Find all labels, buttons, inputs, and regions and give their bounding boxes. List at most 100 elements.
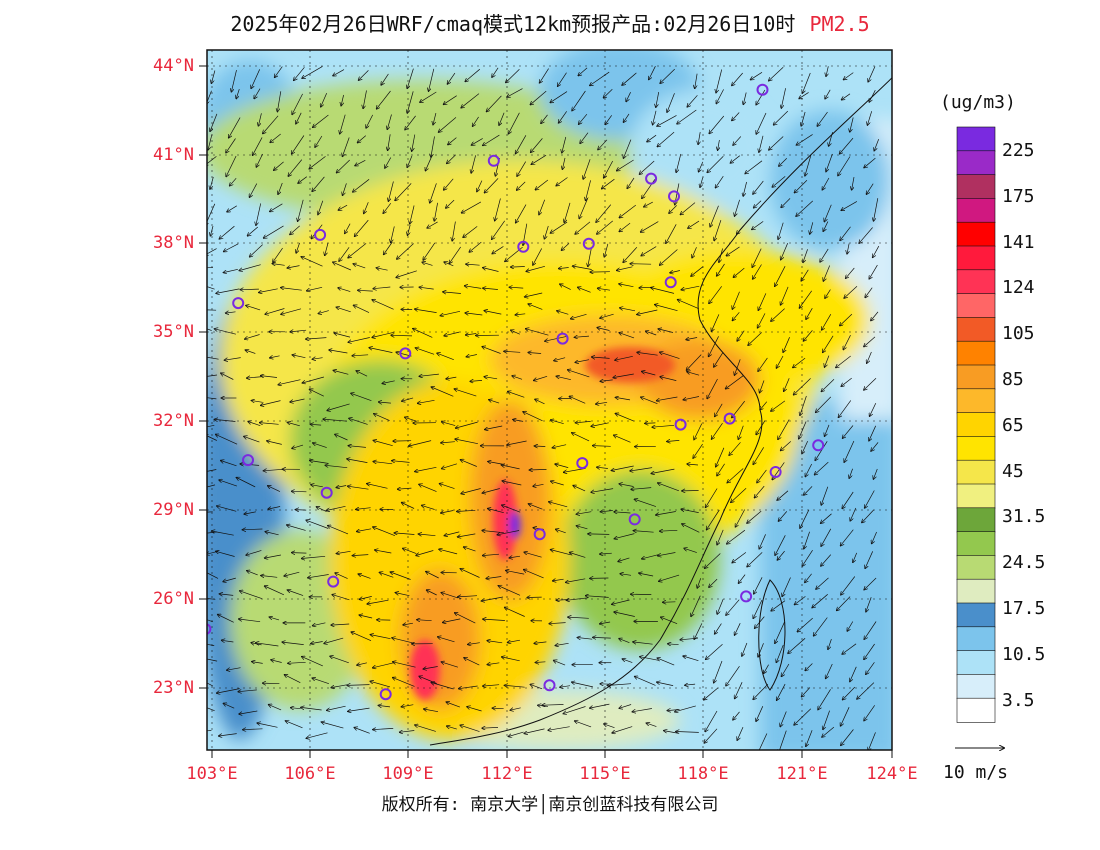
wind-arrow	[815, 441, 828, 460]
wind-arrow	[342, 137, 350, 157]
wind-arrow	[603, 88, 613, 98]
wind-arrow	[586, 180, 591, 200]
wind-arrow	[531, 138, 543, 152]
wind-arrow	[614, 612, 635, 617]
wind-arrow	[265, 308, 285, 315]
wind-arrow	[641, 397, 658, 405]
wind-arrow	[810, 222, 814, 234]
wind-arrow	[593, 446, 611, 447]
wind-arrow	[268, 486, 281, 492]
wind-arrow	[747, 552, 763, 566]
wind-arrow	[645, 423, 656, 424]
wind-arrow	[843, 335, 851, 349]
wind-arrow	[482, 488, 500, 494]
wind-arrow	[351, 393, 372, 402]
wind-arrow	[219, 225, 235, 239]
wind-arrow	[259, 288, 278, 293]
wind-arrow	[444, 331, 460, 336]
wind-arrow	[781, 286, 789, 305]
wind-arrow	[715, 623, 722, 634]
wind-arrow	[306, 732, 328, 739]
wind-arrow	[373, 287, 391, 289]
wind-arrow	[692, 247, 697, 258]
wind-arrow	[312, 678, 330, 685]
wind-arrow	[612, 726, 633, 733]
wind-arrow	[526, 329, 549, 336]
wind-arrow	[223, 577, 236, 582]
wind-arrow	[862, 509, 874, 523]
wind-arrow	[510, 708, 521, 710]
wind-arrow	[207, 374, 218, 377]
wind-arrow	[826, 153, 833, 172]
wind-arrow	[343, 183, 347, 195]
wind-arrow	[822, 314, 832, 330]
wind-arrow	[217, 506, 237, 512]
wind-arrow	[403, 548, 417, 554]
wind-arrow	[841, 729, 854, 746]
wind-arrow	[548, 726, 570, 731]
wind-arrow	[265, 554, 281, 558]
wind-arrow	[327, 403, 350, 411]
wind-arrow	[874, 198, 879, 221]
wind-arrow	[287, 422, 300, 427]
wind-arrow	[686, 338, 698, 340]
wind-arrow	[802, 550, 813, 566]
wind-arrow	[207, 424, 215, 428]
city-marker	[582, 237, 595, 250]
wind-arrow	[525, 292, 543, 297]
wind-arrow	[335, 573, 348, 579]
wind-arrow	[408, 224, 411, 236]
wind-arrow	[683, 396, 700, 400]
wind-arrow	[627, 177, 635, 188]
colorbar-swatch	[956, 150, 996, 176]
wind-arrow	[660, 352, 680, 359]
wind-arrow	[568, 370, 590, 378]
wind-arrow	[678, 300, 699, 310]
wind-arrow	[685, 684, 696, 685]
wind-arrow	[660, 530, 678, 531]
wind-arrow	[501, 465, 520, 470]
wind-arrow	[596, 204, 612, 223]
wind-arrow	[620, 574, 632, 576]
colorbar-swatch	[956, 388, 996, 414]
wind-arrow	[391, 226, 395, 242]
wind-arrow	[517, 181, 526, 190]
wind-arrow	[528, 353, 542, 354]
wind-arrow	[385, 157, 392, 169]
wind-arrow	[461, 93, 480, 108]
wind-arrow	[509, 556, 521, 558]
wind-arrow	[686, 354, 702, 371]
wind-arrow	[619, 704, 632, 709]
wind-arrow	[553, 579, 564, 581]
wind-arrow	[348, 337, 370, 343]
wind-arrow	[575, 221, 591, 234]
wind-arrow	[573, 266, 592, 270]
colorbar-tick-label: 3.5	[1002, 689, 1035, 711]
wind-arrow	[308, 574, 329, 578]
wind-arrow	[499, 112, 505, 125]
wind-arrow	[572, 90, 586, 111]
wind-arrow	[794, 378, 811, 394]
wind-arrow	[354, 728, 370, 734]
wind-arrow	[349, 418, 368, 425]
wind-arrow	[619, 484, 634, 487]
lon-label: 103°E	[186, 764, 238, 784]
wind-arrow	[508, 112, 520, 134]
wind-arrow	[826, 66, 828, 76]
wind-arrow	[212, 531, 234, 536]
wind-arrow	[318, 200, 324, 215]
wind-arrow	[483, 288, 498, 289]
wind-arrow	[738, 574, 746, 584]
wind-arrow	[437, 353, 454, 361]
wind-arrow	[482, 727, 499, 728]
wind-arrow	[444, 178, 454, 190]
wind-arrow	[370, 681, 391, 688]
wind-arrow	[287, 525, 306, 531]
wind-arrow	[639, 160, 655, 174]
wind-arrow	[269, 705, 282, 711]
wind-arrow	[737, 330, 745, 341]
city-marker	[533, 528, 546, 541]
wind-arrow	[296, 242, 300, 253]
wind-arrow	[466, 355, 477, 357]
wind-arrow	[295, 510, 307, 511]
